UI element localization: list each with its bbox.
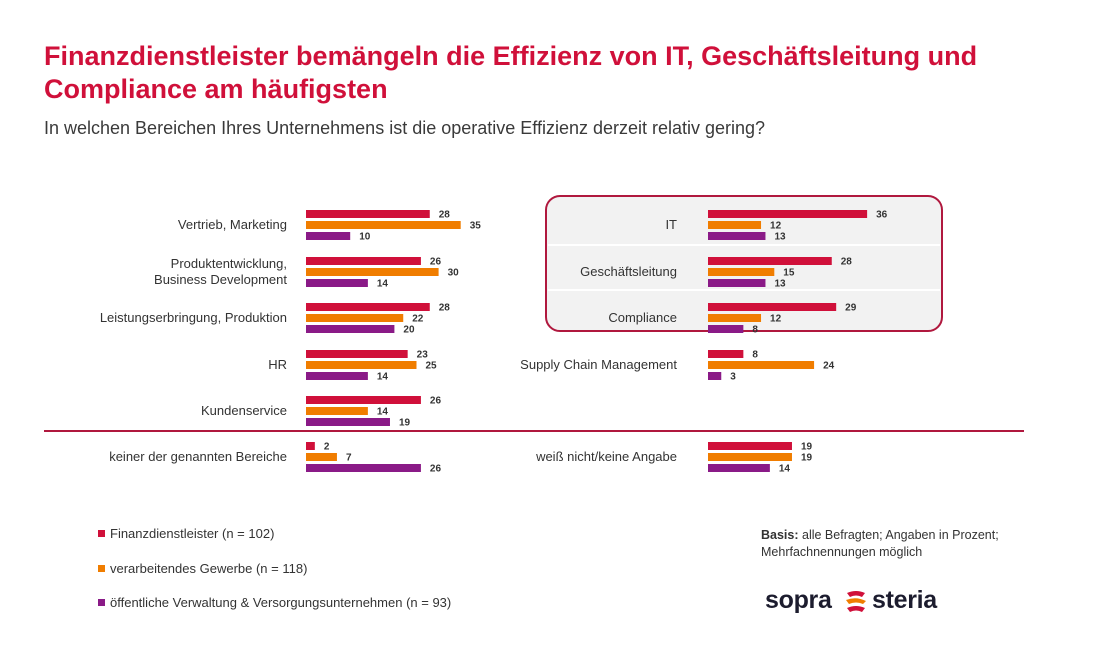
bar-finanz: [708, 442, 792, 450]
bar-value-label: 26: [430, 464, 442, 475]
bar-value-label: 12: [770, 314, 782, 325]
bar-finanz: [708, 350, 744, 358]
bar-verwaltung: [306, 232, 351, 240]
bar-value-label: 29: [845, 303, 857, 314]
category-label: Geschäftsleitung: [580, 264, 677, 279]
legend-label-gewerbe: verarbeitendes Gewerbe (n = 118): [110, 561, 308, 576]
category-label: IT: [665, 217, 677, 232]
bar-value-label: 3: [730, 372, 736, 383]
category-label: Produktentwicklung,: [171, 256, 287, 271]
logo-word-left: sopra: [765, 586, 832, 614]
basis-text: alle Befragten; Angaben in Prozent; Mehr…: [761, 528, 999, 559]
bar-verwaltung: [306, 464, 421, 472]
bar-verwaltung: [708, 372, 722, 380]
bar-finanz: [306, 350, 408, 358]
bar-finanz: [306, 257, 421, 265]
legend-swatch-finanz: [98, 530, 105, 537]
bar-value-label: 26: [430, 257, 442, 268]
bar-value-label: 28: [439, 210, 451, 221]
bar-value-label: 8: [752, 325, 758, 336]
bar-gewerbe: [306, 221, 461, 229]
legend-item-gewerbe: verarbeitendes Gewerbe (n = 118): [98, 561, 307, 576]
category-label: Supply Chain Management: [520, 357, 677, 372]
bar-value-label: 19: [801, 453, 813, 464]
category-label: Compliance: [608, 310, 677, 325]
bar-value-label: 24: [823, 361, 835, 372]
bar-verwaltung: [306, 418, 390, 426]
bar-gewerbe: [708, 221, 762, 229]
bar-gewerbe: [306, 453, 337, 461]
legend-item-finanz: Finanzdienstleister (n = 102): [98, 526, 274, 541]
category-label: Vertrieb, Marketing: [178, 217, 287, 232]
category-label: keiner der genannten Bereiche: [109, 449, 287, 464]
bar-value-label: 20: [403, 325, 415, 336]
bar-finanz: [708, 210, 868, 218]
legend-swatch-gewerbe: [98, 565, 105, 572]
bar-value-label: 19: [801, 442, 813, 453]
bar-value-label: 14: [377, 372, 389, 383]
bar-value-label: 28: [841, 257, 853, 268]
bar-value-label: 25: [426, 361, 438, 372]
bar-finanz: [708, 257, 832, 265]
bar-value-label: 2: [324, 442, 330, 453]
bar-value-label: 28: [439, 303, 451, 314]
bar-value-label: 36: [876, 210, 888, 221]
logo-mark-icon: [846, 591, 866, 612]
logo-word-right: steria: [872, 586, 937, 614]
bar-value-label: 14: [779, 464, 791, 475]
bar-value-label: 8: [752, 350, 758, 361]
bar-value-label: 30: [448, 268, 460, 279]
bar-value-label: 13: [774, 279, 786, 290]
bar-verwaltung: [708, 464, 770, 472]
bar-verwaltung: [306, 372, 368, 380]
bar-gewerbe: [708, 453, 792, 461]
category-label: HR: [268, 357, 287, 372]
bar-finanz: [306, 396, 421, 404]
bar-gewerbe: [306, 407, 368, 415]
bar-value-label: 7: [346, 453, 352, 464]
bar-value-label: 15: [783, 268, 795, 279]
bar-gewerbe: [708, 314, 762, 322]
category-label: Leistungserbringung, Produktion: [100, 310, 287, 325]
bar-value-label: 12: [770, 221, 782, 232]
legend-label-verwaltung: öffentliche Verwaltung & Versorgungsunte…: [110, 595, 452, 610]
category-label: weiß nicht/keine Angabe: [535, 449, 677, 464]
bar-gewerbe: [306, 268, 439, 276]
bar-gewerbe: [708, 268, 775, 276]
bar-value-label: 14: [377, 407, 389, 418]
bar-value-label: 10: [359, 232, 371, 243]
bar-gewerbe: [306, 361, 417, 369]
bar-finanz: [708, 303, 837, 311]
bar-verwaltung: [306, 279, 368, 287]
bar-value-label: 22: [412, 314, 424, 325]
bar-verwaltung: [708, 232, 766, 240]
bar-gewerbe: [708, 361, 815, 369]
category-label: Kundenservice: [201, 403, 287, 418]
page-title: Finanzdienstleister bemängeln die Effizi…: [44, 41, 978, 104]
bar-value-label: 26: [430, 396, 442, 407]
bar-finanz: [306, 303, 430, 311]
bar-value-label: 23: [417, 350, 429, 361]
page-subtitle: In welchen Bereichen Ihres Unternehmens …: [44, 118, 766, 138]
basis-note: Basis: alle Befragten; Angaben in Prozen…: [761, 527, 1061, 561]
legend-swatch-verwaltung: [98, 599, 105, 606]
bar-verwaltung: [306, 325, 395, 333]
bar-verwaltung: [708, 279, 766, 287]
bar-finanz: [306, 210, 430, 218]
bar-value-label: 14: [377, 279, 389, 290]
legend-label-finanz: Finanzdienstleister (n = 102): [110, 526, 275, 541]
bar-verwaltung: [708, 325, 744, 333]
category-label: Business Development: [154, 272, 287, 287]
legend-item-verwaltung: öffentliche Verwaltung & Versorgungsunte…: [98, 595, 451, 610]
basis-label: Basis:: [761, 528, 799, 542]
bar-value-label: 35: [470, 221, 482, 232]
bar-value-label: 19: [399, 418, 411, 429]
bar-gewerbe: [306, 314, 404, 322]
bar-finanz: [306, 442, 315, 450]
bar-value-label: 13: [774, 232, 786, 243]
